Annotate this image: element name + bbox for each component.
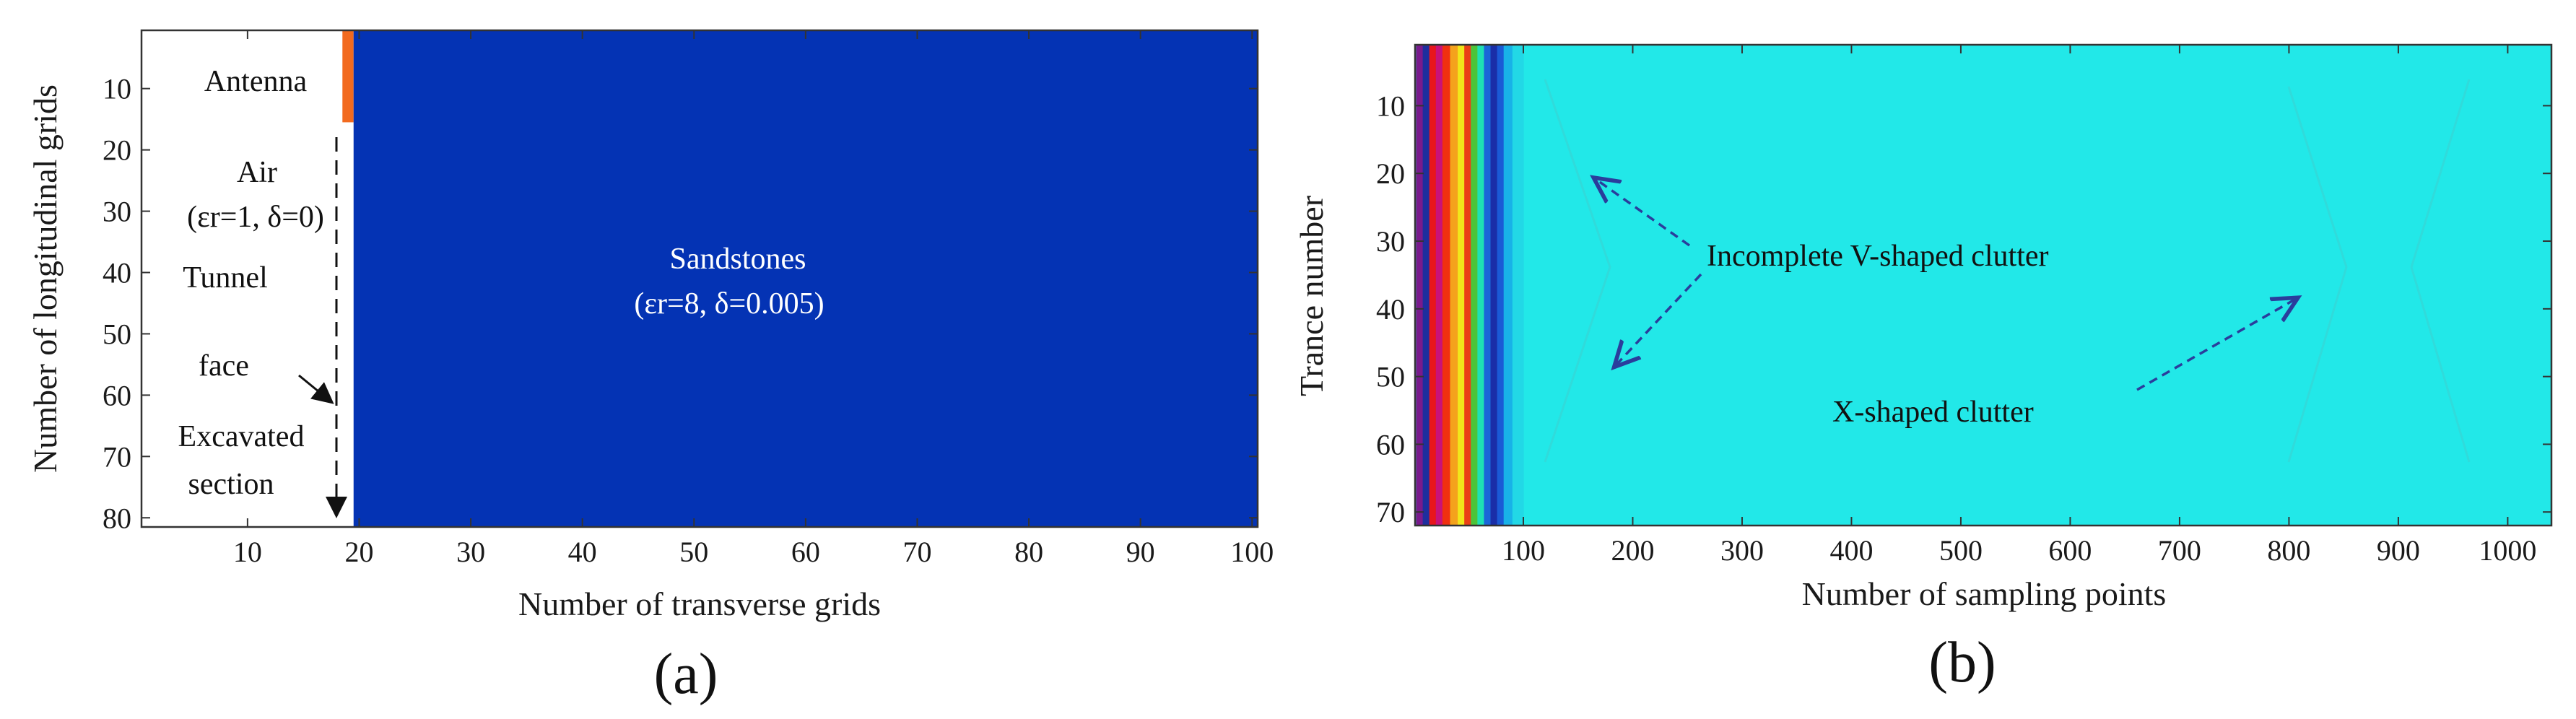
panel-b-axes-frame [1414,43,2553,527]
x-tick-label: 700 [2158,534,2201,567]
x-tick-label: 100 [1230,536,1274,568]
y-tick-label: 30 [103,196,131,228]
x-tick-label: 800 [2267,534,2310,567]
direct-wave-band [1458,45,1465,526]
x-shaped-label: X-shaped clutter [1832,396,2034,429]
direct-wave-band [1442,45,1451,526]
direct-wave-band [1435,45,1443,526]
x-tick-label: 40 [568,536,597,568]
x-tick-label: 100 [1502,534,1545,567]
x-tick-label: 600 [2048,534,2092,567]
direct-wave-band [1429,45,1437,526]
y-tick-label: 40 [103,257,131,289]
x-tick-label: 60 [791,536,820,568]
y-tick-label: 20 [103,134,131,167]
y-tick-label: 40 [1376,293,1405,326]
direct-wave-band [1512,45,1524,526]
y-tick-label: 70 [1376,496,1405,528]
y-tick-label: 50 [1376,361,1405,393]
panel-b-x-axis-label: Number of sampling points [1802,575,2167,612]
panel-b-ticks: 100 200 300 400 500 600 700 800 900 1000 10 20 30 40 5… [1376,45,2551,567]
tunnel-label: Tunnel [183,261,268,295]
direct-wave-band [1464,45,1471,526]
direct-wave-band [1484,45,1492,526]
x-shaped-arrow [2136,299,2296,391]
x-tick-label: 90 [1126,536,1155,568]
x-tick-label: 500 [1939,534,1983,567]
air-label: Air [237,156,277,189]
x-tick-label: 70 [902,536,931,568]
y-tick-label: 20 [1376,157,1405,190]
x-tick-label: 30 [456,536,485,568]
y-tick-label: 60 [1376,428,1405,461]
panel-b-profile: 100 200 300 400 500 600 700 800 900 1000 10 20 30 40 5… [1293,43,2553,694]
air-params-label: (εr=1, δ=0) [187,201,324,234]
section-label: section [188,468,274,501]
sandstones-params-label: (εr=8, δ=0.005) [634,287,824,321]
x-tick-label: 400 [1829,534,1873,567]
direct-wave-band [1416,45,1424,526]
panel-b-label: (b) [1928,631,1996,694]
y-tick-label: 10 [1376,90,1405,122]
y-tick-label: 80 [103,502,131,534]
panel-a-model: 10 20 30 40 50 60 70 80 90 100 10 20 30 40 50 60 70 80 An… [27,29,1274,706]
direct-wave-band [1422,45,1430,526]
panel-a-regions [142,30,1258,527]
sandstones-label: Sandstones [670,243,806,276]
tunnel-face-arrow [298,374,334,404]
x-tick-label: 300 [1720,534,1764,567]
direct-wave-band [1471,45,1478,526]
y-tick-label: 10 [103,73,131,105]
incomplete-v-arrow-down [1616,273,1702,365]
incomplete-v-label: Incomplete V-shaped clutter [1707,240,2049,273]
direct-wave-band [1503,45,1513,526]
x-tick-label: 20 [344,536,373,568]
panel-a-y-axis-label: Number of longitudinal grids [27,84,64,473]
x-tick-label: 80 [1014,536,1043,568]
panel-b-background [1415,45,2551,526]
face-label: face [199,349,249,383]
direct-wave-band [1497,45,1505,526]
panel-b-heatmap [1415,45,2551,526]
excavated-label: Excavated [178,420,305,453]
x-tick-label: 50 [679,536,708,568]
panel-a-ticks: 10 20 30 40 50 60 70 80 90 100 10 20 30 40 50 60 70 80 [103,30,1274,568]
faint-clutter-traces [1544,79,2471,463]
panel-b-y-axis-label: Trance number [1293,196,1330,396]
region-air [142,30,343,527]
y-tick-label: 50 [103,318,131,350]
y-tick-label: 70 [103,440,131,473]
direct-wave-band [1450,45,1458,526]
panel-a-axes-frame [140,29,1259,528]
region-antenna [342,30,354,123]
y-tick-label: 30 [1376,225,1405,258]
incomplete-v-arrow-up [1596,179,1691,247]
y-tick-label: 60 [103,379,131,411]
antenna-label: Antenna [204,65,308,98]
panel-a-x-axis-label: Number of transverse grids [518,585,881,622]
direct-wave-band [1477,45,1485,526]
direct-wave-band [1490,45,1498,526]
x-tick-label: 10 [233,536,262,568]
x-tick-label: 1000 [2479,534,2536,567]
panel-a-label: (a) [654,642,718,706]
region-sandstones [353,30,1258,527]
x-tick-label: 900 [2377,534,2420,567]
x-tick-label: 200 [1611,534,1654,567]
